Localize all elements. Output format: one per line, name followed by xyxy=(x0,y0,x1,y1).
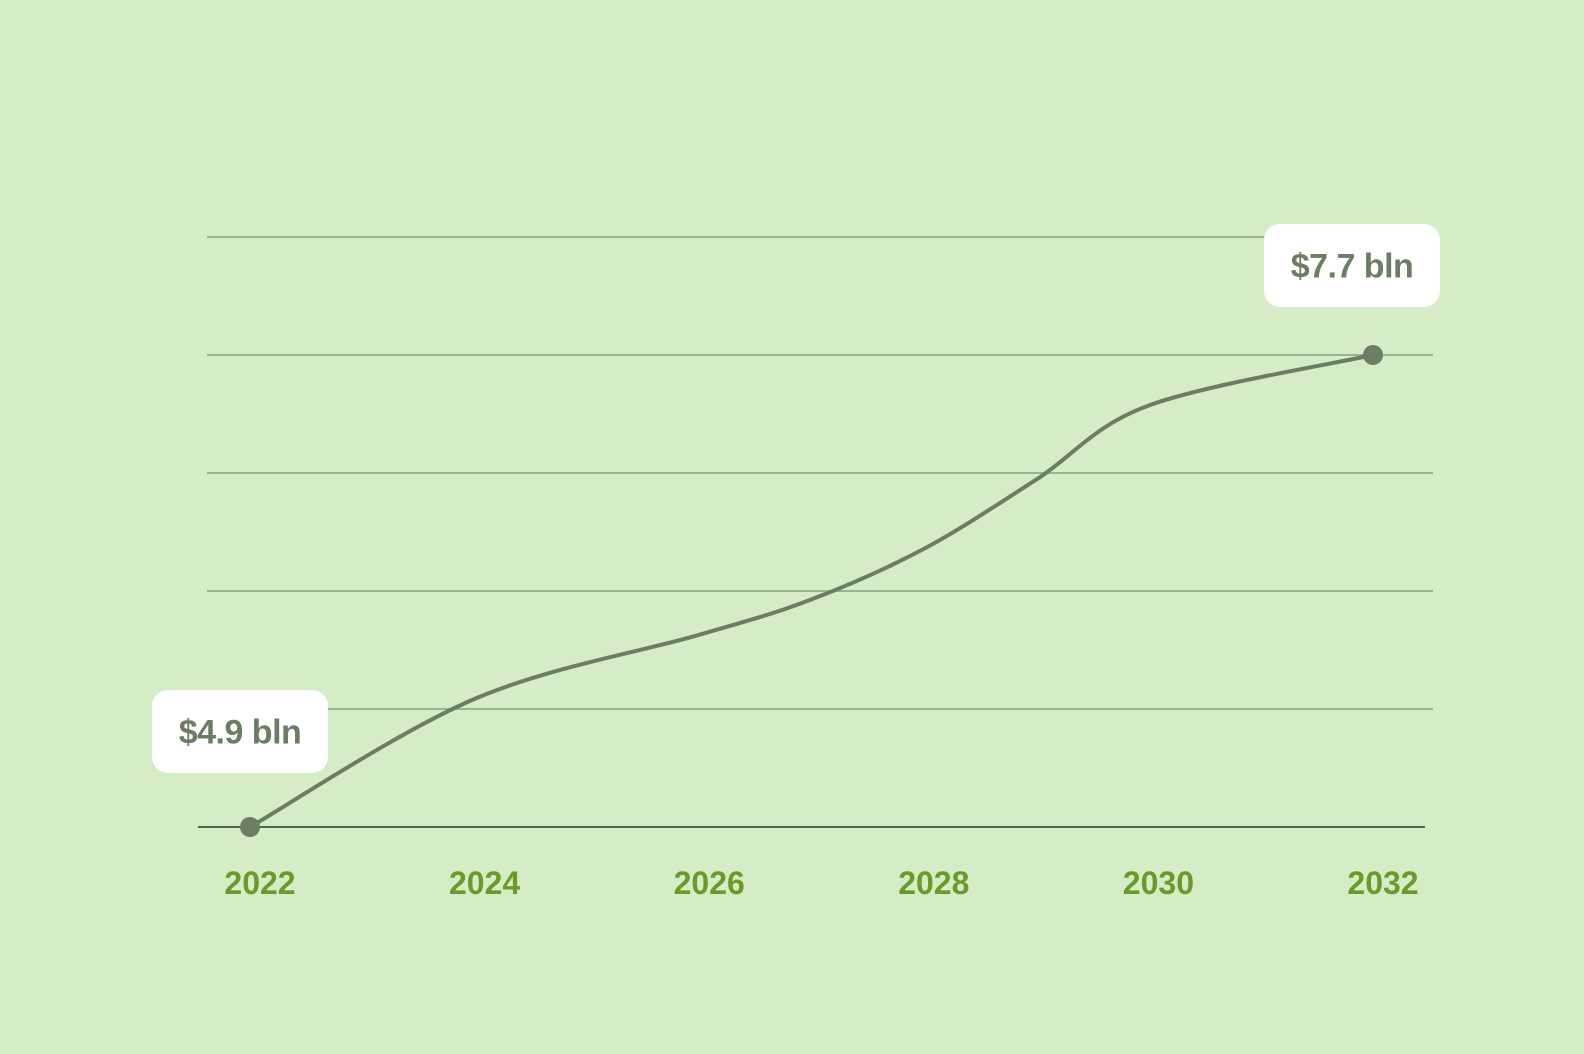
value-callout: $4.9 bln xyxy=(152,690,328,773)
x-tick-label: 2028 xyxy=(898,865,969,901)
x-tick-label: 2022 xyxy=(224,865,295,901)
data-point xyxy=(240,817,260,837)
data-label: $4.9 bln xyxy=(179,714,302,752)
series xyxy=(240,345,1383,837)
callout-box xyxy=(152,690,328,773)
x-tick-label: 2024 xyxy=(449,865,520,901)
x-tick-label: 2030 xyxy=(1123,865,1194,901)
callout-box xyxy=(1264,224,1440,307)
grid-lines xyxy=(207,236,1433,710)
series-line xyxy=(248,353,1375,829)
x-tick-label: 2026 xyxy=(674,865,745,901)
value-callouts: $4.9 bln $7.7 bln xyxy=(152,224,1440,773)
value-callout: $7.7 bln xyxy=(1264,224,1440,307)
x-axis: 2022 2024 2026 2028 2030 2032 xyxy=(198,826,1425,901)
data-label: $7.7 bln xyxy=(1291,248,1414,286)
x-tick-label: 2032 xyxy=(1347,865,1418,901)
data-point xyxy=(1363,345,1383,365)
